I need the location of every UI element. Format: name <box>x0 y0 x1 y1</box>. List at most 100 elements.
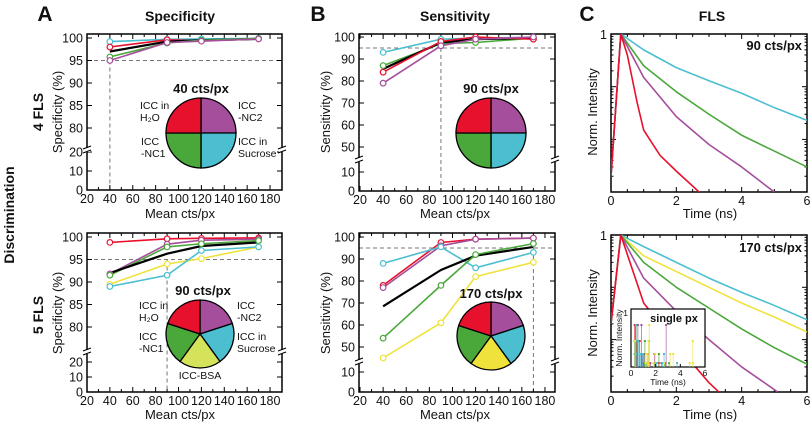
x-tick-label: 100 <box>168 192 189 206</box>
plot-frame <box>86 33 283 191</box>
pie-slice <box>470 334 512 371</box>
axis-break-gap <box>356 360 362 364</box>
y-tick-label: 1 <box>600 229 607 243</box>
series-line <box>382 237 534 289</box>
y-tick-label: 80 <box>341 75 355 89</box>
inset-y-label: Norm. Intensity <box>614 309 624 367</box>
inset-data-point <box>691 340 694 342</box>
y-tick-label: 90 <box>69 77 83 91</box>
inset-data-point <box>654 353 657 355</box>
x-tick-label: 2 <box>673 194 680 208</box>
inset-data-point <box>645 353 648 355</box>
series-line <box>109 246 259 286</box>
y-tick-label: 95 <box>69 54 83 68</box>
inset-data-point <box>676 362 679 364</box>
x-axis-label: Mean cts/px <box>420 206 491 221</box>
column-title-sensitivity: Sensitivity <box>420 8 490 24</box>
y-tick-label: 100 <box>334 31 355 45</box>
series-line <box>611 235 807 365</box>
x-tick-label: 40 <box>376 193 390 207</box>
y-tick-label: 80 <box>69 122 83 136</box>
axis-break-mark <box>550 155 560 160</box>
x-tick-label: 160 <box>511 193 532 207</box>
axis-break-mark <box>277 145 287 150</box>
pie-title: 90 cts/px <box>175 283 231 298</box>
series-line <box>109 38 259 62</box>
data-point <box>106 38 114 45</box>
x-tick-label: 100 <box>442 193 463 207</box>
x-tick-label: 160 <box>237 394 258 408</box>
y-tick-label: 0 <box>76 386 83 400</box>
x-tick-label: 80 <box>149 192 163 206</box>
axis-break-mark <box>82 145 92 150</box>
x-tick-label: 120 <box>191 192 212 206</box>
inset-x-label: Time (ns) <box>650 377 686 387</box>
row-group-label: Discrimination <box>1 166 17 263</box>
y-axis-label: Sensitivity (%) <box>318 71 333 153</box>
inset-data-point <box>691 362 694 364</box>
inset-data-point <box>641 353 644 355</box>
series-line <box>611 34 807 177</box>
data-point <box>379 354 387 362</box>
series-group <box>382 36 534 84</box>
data-point <box>106 57 114 64</box>
y-tick-label: 10 <box>341 366 355 380</box>
pie-label-icc-h2o: ICC in H₂O <box>140 100 169 124</box>
pie-label-icc-nc1: ICC -NC1 <box>141 136 166 160</box>
axis-break-mark <box>82 347 92 352</box>
pie-label-icc-h2o: ICC in H₂O <box>139 300 168 324</box>
pie-slice <box>166 299 201 335</box>
pie-slice <box>457 301 492 337</box>
axis-break-gap <box>84 148 90 152</box>
axis-break-mark <box>550 361 560 366</box>
series-group <box>109 37 259 62</box>
x-tick-label: 140 <box>214 192 235 206</box>
y-tick-label: 90 <box>69 276 83 290</box>
y-axis-label: Norm. Intensity <box>585 68 600 156</box>
inset-data-point <box>672 353 675 355</box>
x-tick-label: 60 <box>399 193 413 207</box>
axis-break-gap <box>356 158 362 162</box>
pie-slice <box>165 132 202 169</box>
x-tick-label: 40 <box>376 394 390 408</box>
inset-x-tick-label: 4 <box>678 368 683 378</box>
x-tick-label: 0 <box>608 394 615 408</box>
y-tick-label: 10 <box>341 166 355 180</box>
series-line <box>611 235 807 324</box>
axis-break-gap <box>279 148 285 152</box>
inset-data-point <box>649 362 652 364</box>
series-line <box>109 241 259 275</box>
x-tick-label: 20 <box>353 193 367 207</box>
series-line <box>109 239 259 276</box>
x-tick-label: 6 <box>804 194 811 208</box>
pie-title: 170 cts/px <box>460 286 524 301</box>
pie-slice <box>200 132 237 169</box>
pie-title: 40 cts/px <box>173 81 229 96</box>
data-point <box>106 238 114 246</box>
x-tick-label: 20 <box>80 394 94 408</box>
data-point <box>163 243 171 251</box>
fls-annotation: 90 cts/px <box>746 38 802 53</box>
pie-slice <box>490 97 527 134</box>
x-tick-label: 180 <box>535 193 556 207</box>
x-tick-label: 20 <box>353 394 367 408</box>
series-line <box>109 246 259 288</box>
x-tick-label: 160 <box>511 394 532 408</box>
inset-y-tick-label: 1 <box>623 308 628 318</box>
data-point <box>437 243 445 251</box>
panel-letter-b: B <box>310 3 325 26</box>
data-point <box>530 240 537 248</box>
x-tick-label: 2 <box>673 394 680 408</box>
y-tick-label: 60 <box>341 119 355 133</box>
axis-break-gap <box>84 350 90 354</box>
data-point <box>379 260 387 267</box>
y-tick-label: 60 <box>341 319 355 333</box>
data-point <box>472 35 480 43</box>
x-tick-label: 120 <box>191 394 212 408</box>
y-tick-label: 1 <box>600 28 607 42</box>
y-tick-label: 0 <box>348 386 355 400</box>
inset-data-point <box>688 362 691 364</box>
inset-data-point <box>661 362 664 364</box>
y-tick-label: 90 <box>341 253 355 267</box>
inset-x-tick-label: 2 <box>653 368 658 378</box>
